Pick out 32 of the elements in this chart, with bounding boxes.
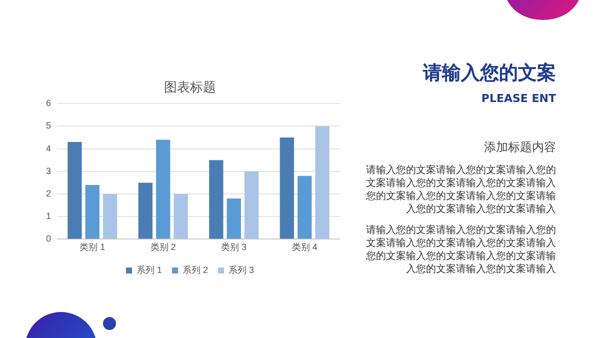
y-tick-label: 3: [46, 166, 52, 176]
bar: [174, 194, 188, 239]
legend-label: 系列 2: [182, 264, 208, 275]
y-tick-label: 2: [46, 188, 52, 198]
text: PLEASE ENT: [480, 92, 556, 105]
bar: [68, 142, 82, 239]
y-tick-label: 0: [46, 234, 52, 244]
bar: [209, 160, 224, 239]
text: 请输入您的文案请输入您的文案请输入您的文案请输入您的文案请输入您的文案请输入您的文案输入您的文案请输入您的文案请输入您的文案请输入您的文案请输入: [365, 224, 556, 276]
text: 请输入您的文案请输入您的文案请输入您的文案请输入您的文案请输入您的文案请输入您的文案输入您的文案请输入您的文案请输入您的文案请输入您的文案请输入: [365, 164, 556, 216]
bar: [102, 194, 118, 239]
y-tick-label: 4: [46, 143, 52, 154]
y-tick-label: 1: [46, 211, 52, 222]
bar: [315, 126, 330, 239]
x-tick-label: 类别 3: [221, 242, 247, 252]
bar: [280, 138, 294, 239]
legend-label: 系列 3: [228, 264, 254, 275]
bar: [156, 140, 170, 239]
x-tick-label: 类别 4: [292, 242, 318, 252]
chart-title: 图表标题: [164, 79, 216, 94]
x-tick-label: 类别 2: [150, 242, 176, 252]
bar: [298, 176, 312, 239]
bar: [244, 171, 259, 239]
text: 请输入您的文案: [422, 61, 556, 86]
legend-label: 系列 1: [136, 264, 162, 275]
y-tick-label: 6: [46, 98, 52, 108]
bar: [85, 184, 100, 239]
x-tick-label: 类别 1: [80, 242, 106, 252]
bar: [226, 198, 241, 239]
bar: [138, 182, 153, 239]
text: 添加标题内容: [483, 139, 556, 156]
y-tick-label: 5: [46, 120, 52, 131]
